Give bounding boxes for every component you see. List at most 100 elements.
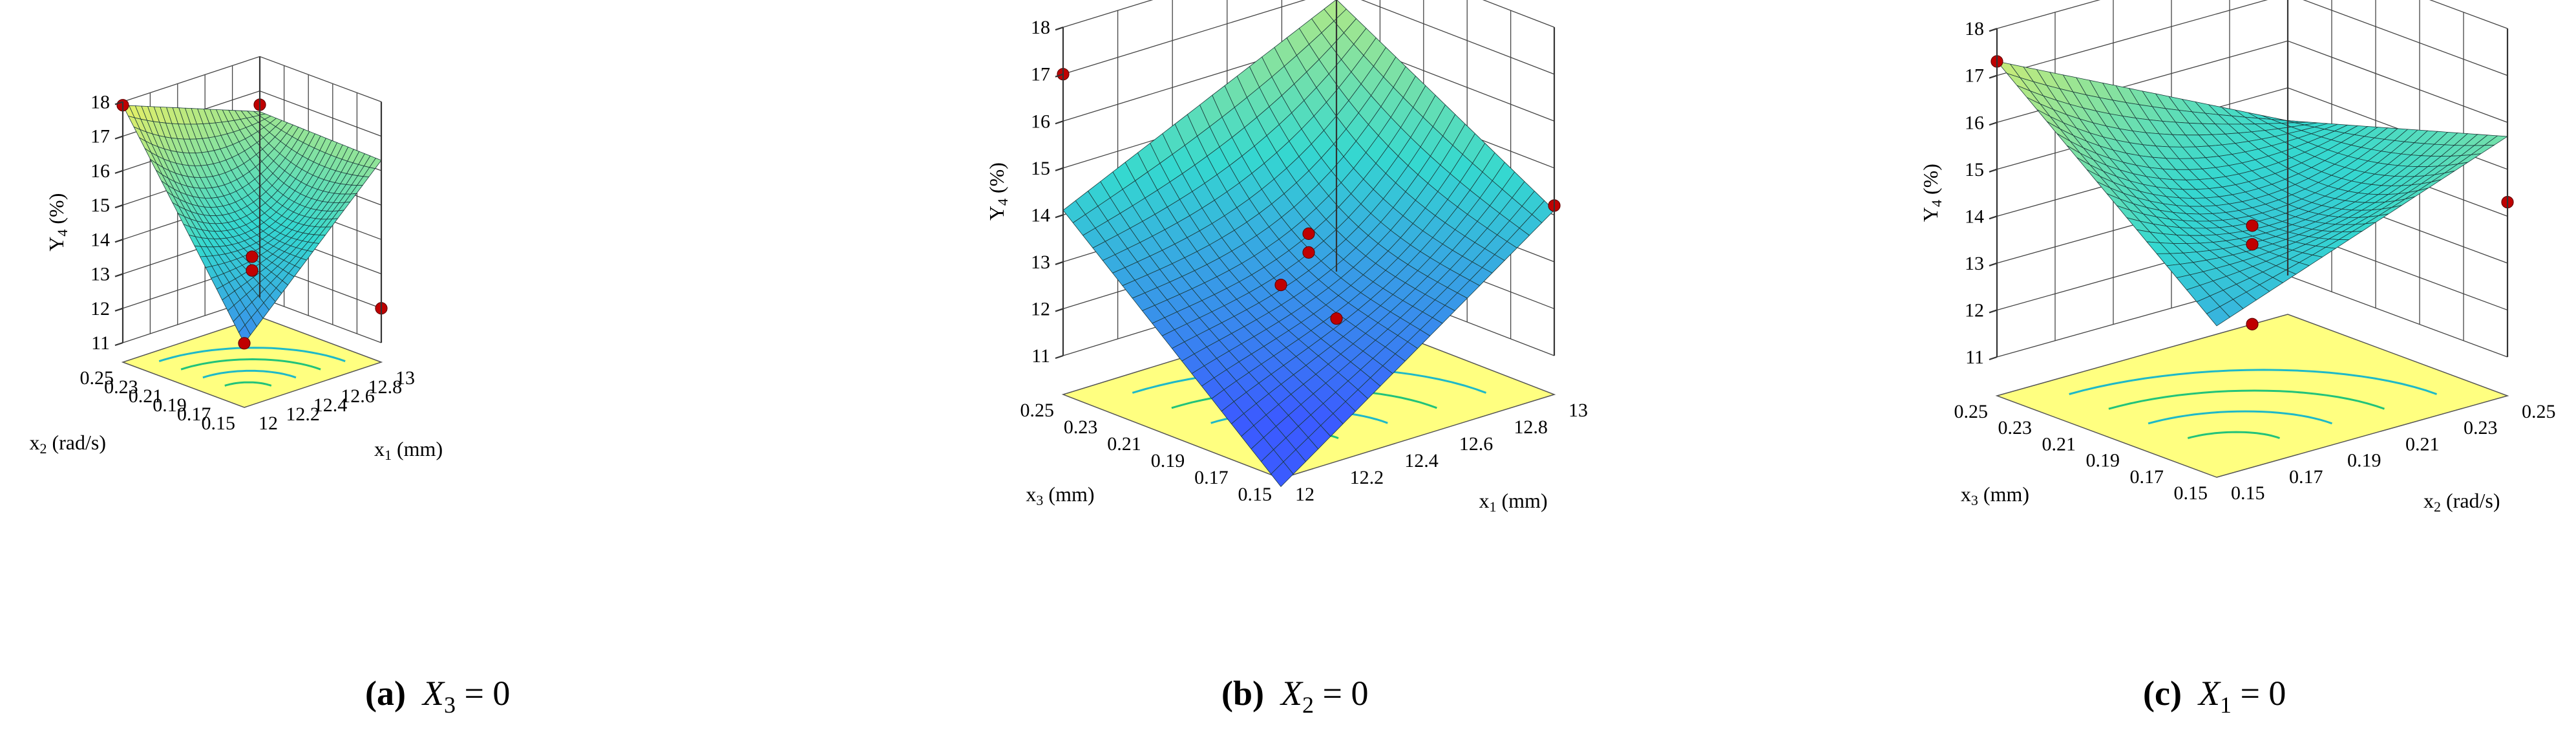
x-tick-label: 12	[259, 413, 278, 434]
z-tick-mark	[114, 239, 123, 243]
response-surface	[122, 105, 382, 344]
caption-label: (a)	[365, 674, 406, 713]
x-tick-label: 12.6	[341, 385, 375, 407]
contour-line	[2187, 431, 2280, 439]
y-tick-label: 0.15	[1238, 484, 1272, 505]
x-tick-label: 0.15	[2231, 482, 2265, 504]
z-tick-mark	[1989, 309, 1998, 314]
x-tick-label: 12	[1295, 484, 1314, 505]
z-axis-label-main: Y	[1919, 207, 1942, 222]
z-axis-label-sub: 4	[995, 199, 1011, 206]
x-tick-label: 0.23	[2464, 417, 2498, 438]
z-tick-label: 18	[1031, 17, 1050, 38]
y-tick-label: 0.21	[1107, 433, 1141, 455]
x-axis-label-rest: (rad/s)	[2441, 489, 2500, 512]
y-tick-label: 0.23	[1064, 416, 1098, 438]
y-axis-label-sub: 3	[1971, 492, 1978, 508]
surface-patch	[1271, 461, 1294, 488]
z-tick-mark	[114, 135, 123, 140]
wall-gridline-z	[1996, 0, 2508, 76]
x-tick-label: 0.17	[2289, 466, 2323, 488]
z-tick-mark	[114, 169, 123, 174]
z-tick-mark	[1989, 122, 1998, 126]
y-axis-label-main: x	[29, 431, 39, 454]
x-tick-label: 12.2	[286, 404, 320, 425]
z-tick-mark	[1055, 167, 1064, 171]
z-tick-mark	[114, 273, 123, 277]
caption-label: (c)	[2143, 674, 2182, 713]
z-tick-label: 13	[90, 264, 110, 285]
y-tick-label: 0.19	[153, 394, 187, 416]
design-point	[1302, 246, 1315, 259]
surface-patch	[2206, 306, 2231, 327]
z-tick-label: 11	[91, 332, 110, 354]
caption-eq: = 0	[1314, 674, 1368, 713]
box-frame	[121, 56, 383, 343]
y-tick-label: 0.15	[202, 413, 236, 434]
x-axis-label-main: x	[374, 437, 385, 460]
z-tick-label: 15	[1965, 159, 1984, 180]
y-tick-label: 0.19	[1151, 450, 1185, 471]
z-axis-label-sub: 4	[1928, 200, 1945, 207]
z-tick-mark	[114, 341, 123, 347]
z-tick-label: 16	[90, 160, 110, 182]
x-tick-label: 13	[1568, 400, 1588, 421]
caption-sub: 3	[444, 692, 456, 718]
panel-caption: (c) X1 = 0	[2143, 674, 2286, 718]
z-tick-label: 16	[1031, 111, 1050, 132]
z-tick-label: 12	[1031, 298, 1050, 319]
x-tick-label: 12.4	[313, 394, 348, 416]
z-tick-mark	[1055, 354, 1064, 360]
contour-line	[2108, 389, 2385, 410]
y-axis-label-rest: (mm)	[1978, 482, 2029, 506]
y-tick-label: 0.17	[177, 404, 211, 425]
caption-sub: 1	[2220, 692, 2232, 718]
x-axis-label: x2 (rad/s)	[2423, 489, 2500, 515]
wall-gridline-z	[122, 56, 382, 103]
contour-floor	[1995, 314, 2509, 478]
z-tick-label: 12	[1965, 299, 1984, 321]
panel-caption: (a) X3 = 0	[365, 674, 510, 718]
x-axis-label-main: x	[1479, 489, 1490, 512]
y-tick-label: 0.25	[80, 367, 114, 389]
design-point	[246, 264, 259, 277]
y-tick-label: 0.17	[2130, 466, 2164, 488]
design-point	[246, 250, 259, 263]
caption-eq: = 0	[456, 674, 510, 713]
z-tick-mark	[1055, 308, 1064, 312]
y-axis-label: x2 (rad/s)	[29, 431, 106, 457]
z-axis-label-rest: (%)	[45, 193, 68, 230]
x-tick-label: 12.8	[1514, 416, 1548, 438]
z-axis-label-rest: (%)	[985, 162, 1008, 199]
z-axis-label-rest: (%)	[1919, 164, 1942, 200]
design-point	[1274, 278, 1287, 292]
x-axis-label-rest: (mm)	[392, 437, 443, 460]
design-point	[238, 337, 251, 350]
box-frame	[1062, 0, 1556, 356]
contour-line	[224, 381, 272, 387]
z-tick-mark	[1989, 262, 1998, 266]
x-tick-label: 0.19	[2347, 450, 2381, 471]
z-axis-label-sub: 4	[54, 230, 70, 237]
y-axis-label: x3 (mm)	[1026, 482, 1094, 508]
y-tick-label: 0.23	[1998, 417, 2032, 438]
y-axis-label-rest: (mm)	[1043, 482, 1094, 506]
x-axis-label-sub: 1	[385, 447, 392, 463]
caption-var: X	[421, 674, 445, 713]
wall-gridline-z	[1062, 0, 1555, 75]
z-tick-mark	[1989, 168, 1998, 173]
z-tick-label: 13	[1031, 252, 1050, 273]
y-tick-label: 0.25	[1020, 400, 1055, 421]
y-tick-label: 0.19	[2086, 450, 2120, 471]
z-tick-mark	[1055, 27, 1064, 31]
z-axis-label-main: Y	[45, 237, 68, 252]
x-axis-label: x1 (mm)	[1479, 489, 1548, 515]
wall-gridline-z	[1996, 0, 2508, 29]
x-tick-label: 12.4	[1404, 450, 1439, 471]
design-point	[2246, 219, 2259, 232]
y-tick-label: 0.25	[1954, 401, 1989, 422]
y-axis-label-sub: 2	[39, 440, 47, 457]
